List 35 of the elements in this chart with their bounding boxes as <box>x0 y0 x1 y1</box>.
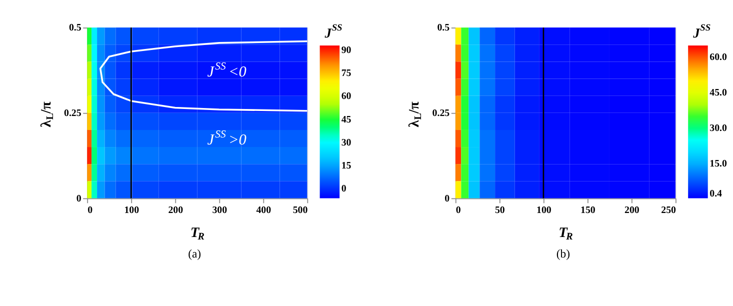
text: <0 <box>228 63 246 80</box>
x-tick-label: 50 <box>494 205 505 216</box>
y-axis-title: λL/π <box>406 102 424 128</box>
color-bar-label: 45.0 <box>710 88 727 98</box>
x-tick-label: 200 <box>168 205 184 216</box>
x-tick-label: 250 <box>661 205 676 216</box>
x-tick-label: 100 <box>124 205 140 216</box>
x-tick-label: 500 <box>292 205 308 216</box>
y-tick-label: 0.25 <box>64 108 82 120</box>
x-tick-label: 150 <box>580 205 596 216</box>
y-tick-label: 0.5 <box>68 22 82 34</box>
y-tick-label: 0.25 <box>432 108 450 120</box>
x-tick-label: 200 <box>624 205 640 216</box>
y-tick-label: 0 <box>444 193 450 204</box>
color-bar-label: 60 <box>341 91 352 102</box>
y-tick-label: 0 <box>76 193 82 204</box>
text: (b) <box>556 248 570 261</box>
color-bar-label: 90 <box>341 44 352 56</box>
x-tick-label: 100 <box>536 205 552 216</box>
x-tick-label: 0 <box>456 205 461 216</box>
color-bar-label: 0 <box>341 184 346 195</box>
color-bar-label: 45 <box>341 114 352 126</box>
y-tick-label: 0.5 <box>437 22 450 34</box>
color-bar-label: 15 <box>341 160 352 172</box>
color-bar-label: 60.0 <box>710 52 727 64</box>
color-bar-label: 30 <box>341 137 352 148</box>
color-bar-label: 15.0 <box>710 158 727 170</box>
color-bar-label: 30.0 <box>710 122 727 134</box>
x-tick-label: 0 <box>88 205 93 216</box>
text: (a) <box>188 248 202 261</box>
x-tick-label: 300 <box>212 205 228 216</box>
color-bar-label: 0.4 <box>710 188 722 200</box>
y-axis-title: λL/π <box>38 102 56 128</box>
color-bar-label: 75 <box>341 68 352 79</box>
x-tick-label: 400 <box>256 205 272 216</box>
